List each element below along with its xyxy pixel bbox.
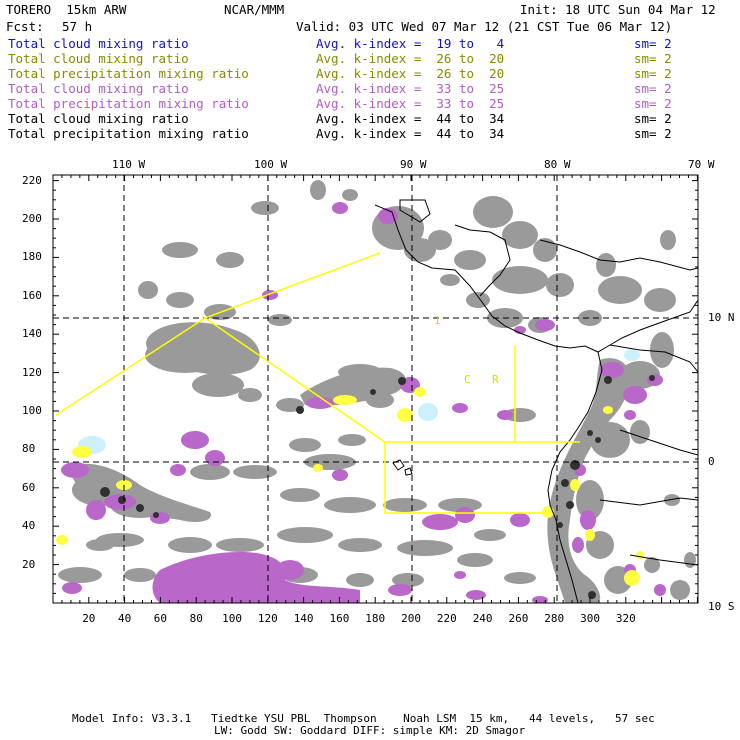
x-tick-label: 220 — [436, 612, 457, 625]
legend-sm: sm= 2 — [634, 66, 672, 81]
y-tick-label: 140 — [22, 327, 42, 341]
x-tick-label: 40 — [118, 612, 132, 625]
region-boxes — [55, 252, 580, 514]
region-label-r: R — [492, 373, 499, 386]
x-tick-label: 140 — [293, 612, 314, 625]
yellow-areas — [56, 387, 644, 586]
legend-sm: sm= 2 — [634, 51, 672, 66]
field-layer — [56, 180, 698, 603]
y-tick-label: 60 — [22, 480, 36, 494]
legend-sm: sm= 2 — [634, 81, 672, 96]
y-tick-label: 120 — [22, 365, 42, 379]
ticks — [52, 175, 698, 604]
legend-kindex: Avg. k-index = 26 to 20 — [316, 51, 505, 66]
purple-areas — [61, 202, 666, 603]
legend-row: Total precipitation mixing ratio Avg. k-… — [8, 96, 728, 111]
lon-label: 90 W — [400, 158, 427, 171]
coastline — [374, 199, 698, 603]
y-tick-label: 80 — [22, 442, 36, 456]
legend-row: Total cloud mixing ratio Avg. k-index = … — [8, 51, 728, 66]
lat-label: 10 N — [708, 311, 735, 324]
legend-sm: sm= 2 — [634, 36, 672, 51]
legend-sm: sm= 2 — [634, 126, 672, 141]
region-label-c: C — [464, 373, 471, 386]
model-name: TORERO 15km ARW — [6, 2, 127, 17]
legend-field: Total precipitation mixing ratio — [8, 96, 249, 111]
y-tick-label: 180 — [22, 250, 42, 264]
region-label-1: 1 — [434, 314, 441, 327]
legend-kindex: Avg. k-index = 26 to 20 — [316, 66, 505, 81]
lon-label: 100 W — [254, 158, 288, 171]
legend-sm: sm= 2 — [634, 111, 672, 126]
legend-kindex: Avg. k-index = 44 to 34 — [316, 111, 505, 126]
x-tick-label: 300 — [580, 612, 600, 625]
legend-field: Total precipitation mixing ratio — [8, 126, 249, 141]
valid-time: Valid: 03 UTC Wed 07 Mar 12 (21 CST Tue … — [296, 19, 673, 34]
lon-label: 70 W — [688, 158, 715, 171]
legend-field: Total precipitation mixing ratio — [8, 66, 249, 81]
y-tick-label: 20 — [22, 557, 36, 571]
y-tick-label: 40 — [22, 519, 36, 533]
x-tick-label: 280 — [544, 612, 565, 625]
dark-cores — [100, 375, 655, 599]
legend-sm: sm= 2 — [634, 96, 672, 111]
y-tick-label: 220 — [22, 173, 42, 187]
lat-label: 0 — [708, 455, 715, 468]
legend-row: Total precipitation mixing ratio Avg. k-… — [8, 66, 728, 81]
legend-row: Total cloud mixing ratio Avg. k-index = … — [8, 111, 728, 126]
legend-kindex: Avg. k-index = 44 to 34 — [316, 126, 505, 141]
legend-kindex: Avg. k-index = 19 to 4 — [316, 36, 505, 51]
legend-kindex: Avg. k-index = 33 to 25 — [316, 96, 505, 111]
legend-field: Total cloud mixing ratio — [8, 51, 189, 66]
y-tick-label: 100 — [22, 404, 42, 417]
x-tick-label: 80 — [189, 612, 203, 625]
x-tick-label: 20 — [82, 612, 96, 625]
lat-label: 10 S — [708, 600, 735, 613]
x-tick-label: 320 — [615, 612, 636, 625]
org-name: NCAR/MMM — [224, 2, 285, 17]
legend-kindex: Avg. k-index = 33 to 25 — [316, 81, 505, 96]
x-tick-label: 240 — [472, 612, 493, 625]
legend-row: Total cloud mixing ratio Avg. k-index = … — [8, 81, 728, 96]
forecast-label: Fcst: — [6, 19, 44, 34]
lon-label: 80 W — [544, 158, 571, 171]
graticule — [53, 175, 698, 603]
model-physics: LW: Godd SW: Goddard DIFF: simple KM: 2D… — [214, 724, 526, 737]
x-tick-label: 60 — [153, 612, 168, 625]
cloud-areas — [58, 180, 696, 603]
forecast-hours: 57 h — [62, 19, 93, 34]
x-tick-label: 100 — [222, 612, 242, 625]
x-tick-label: 160 — [329, 612, 350, 625]
y-tick-label: 200 — [22, 212, 42, 225]
legend-row: Total cloud mixing ratio Avg. k-index = … — [8, 36, 728, 51]
y-tick-label: 160 — [22, 288, 42, 302]
legend-field: Total cloud mixing ratio — [8, 81, 189, 96]
legend-row: Total precipitation mixing ratio Avg. k-… — [8, 126, 728, 141]
legend-field: Total cloud mixing ratio — [8, 111, 189, 126]
model-info: Model Info: V3.3.1 Tiedtke YSU PBL Thomp… — [72, 712, 655, 725]
lon-label: 110 W — [112, 158, 146, 171]
x-tick-label: 180 — [365, 612, 386, 625]
x-tick-label: 120 — [257, 612, 278, 625]
x-tick-label: 200 — [401, 612, 421, 625]
x-tick-label: 260 — [508, 612, 529, 625]
init-time: Init: 18 UTC Sun 04 Mar 12 — [520, 2, 716, 17]
legend-field: Total cloud mixing ratio — [8, 36, 189, 51]
